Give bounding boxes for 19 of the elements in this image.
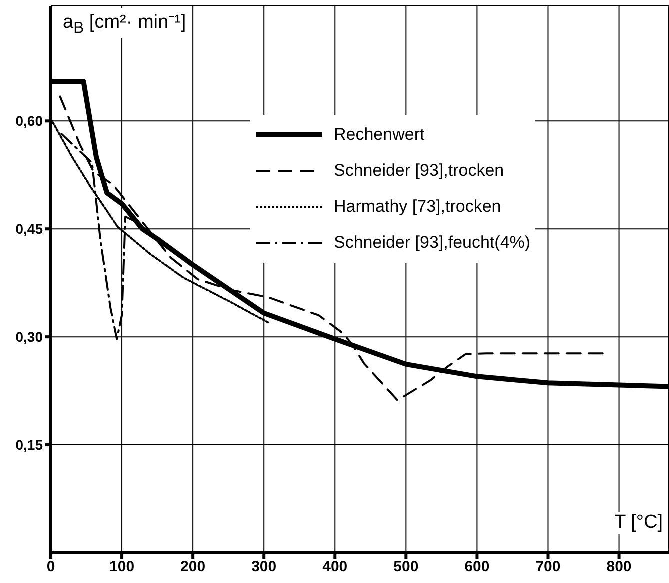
y-tick-label: 0,30 [16,329,44,346]
x-tick-label: 0 [46,558,56,576]
x-tick-label: 300 [252,558,277,576]
x-tick-label: 100 [110,558,135,576]
legend-label: Rechenwert [334,125,425,145]
x-tick-label: 700 [536,558,561,576]
y-tick-label: 0,15 [16,437,44,454]
x-tick-label: 800 [606,558,632,576]
x-axis-title: T [°C] [614,512,663,534]
legend-label: Schneider [93],trocken [334,161,504,181]
y-tick-label: 0,45 [16,221,44,238]
x-tick-label: 600 [464,558,490,576]
x-tick-label: 200 [180,558,206,576]
y-axis-title: a$_{B}$ [cm²· min⁻¹] [60,8,190,38]
x-tick-label: 500 [394,558,419,576]
legend-label: Harmathy [73],trocken [334,197,502,217]
y-tick-label: 0,60 [16,113,44,130]
x-tick-label: 400 [322,558,348,576]
legend-label: Schneider [93],feucht(4%) [334,233,531,253]
